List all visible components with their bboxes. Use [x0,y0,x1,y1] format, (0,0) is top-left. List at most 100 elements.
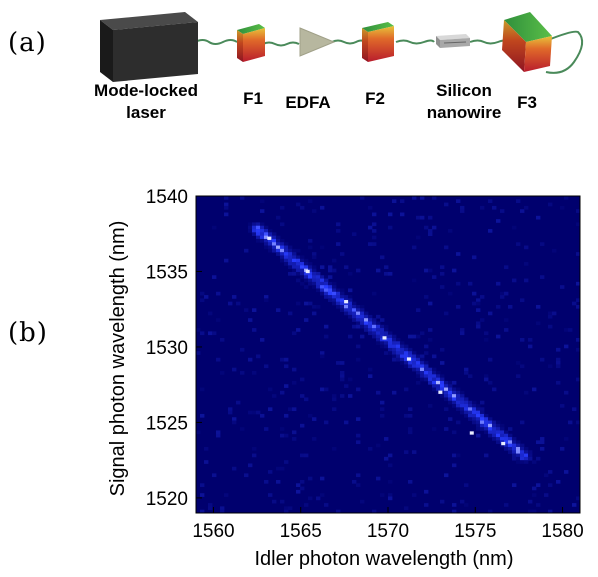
heatmap-cell [248,318,253,322]
heatmap-cell [264,295,269,299]
heatmap-cell [272,499,277,504]
heatmap-cell [284,255,289,260]
heatmap-cell [320,285,325,289]
heatmap-cell [384,351,389,355]
heatmap-cell [364,324,369,329]
heatmap-cell [348,298,353,303]
heatmap-cell [476,407,481,412]
heatmap-cell [312,278,317,283]
heatmap-cell [440,394,445,398]
heatmap-cell [496,437,501,441]
heatmap-cell [416,215,421,220]
heatmap-cell [300,271,305,276]
heatmap-cell [280,466,285,471]
heatmap-cell [272,232,277,237]
heatmap-cell [520,443,525,448]
heatmap-cell [432,371,437,375]
heatmap-cell [408,364,413,369]
heatmap-cell [412,334,417,339]
heatmap-cell [344,295,349,299]
heatmap-cell [348,308,353,312]
heatmap-cell [248,410,253,415]
y-tick-label: 1530 [146,338,188,359]
heatmap-cell [464,410,469,415]
heatmap-cell [316,281,321,286]
heatmap-cell [256,222,261,227]
heatmap-cell [440,384,445,388]
heatmap-peak-cell [406,357,411,361]
heatmap-cell [264,242,269,246]
heatmap-cell [456,199,461,203]
heatmap-cell [232,295,237,299]
heatmap-cell [352,324,357,329]
heatmap-cell [444,473,449,478]
heatmap-cell [472,301,477,306]
heatmap-cell [320,354,325,359]
heatmap-cell [376,321,381,326]
heatmap-cell [416,361,421,365]
heatmap-cell [416,380,421,385]
heatmap-cell [244,248,249,253]
heatmap-cell [520,420,525,425]
heatmap-cell [436,387,441,392]
heatmap-cell [328,295,333,299]
heatmap-cell [384,337,389,342]
heatmap-cell [428,328,433,332]
heatmap-cell [280,499,285,504]
heatmap-cell [224,196,229,200]
heatmap-cell [500,291,505,296]
heatmap-cell [252,229,257,233]
heatmap-cell [332,407,337,412]
heatmap-cell [336,298,341,303]
heatmap-cell [456,400,461,405]
heatmap-cell [480,407,485,412]
fiber-nanowire-f3 [469,39,507,45]
heatmap-cell [312,281,317,286]
heatmap-cell [436,390,441,395]
heatmap-cell [388,463,393,468]
heatmap-cell [292,407,297,412]
heatmap-cell [448,384,453,388]
panel-label-b: (b) [8,318,48,348]
heatmap-cell [372,318,377,322]
heatmap-cell [380,328,385,332]
heatmap-cell [500,295,505,299]
heatmap-cell [356,321,361,326]
heatmap-cell [292,367,297,372]
heatmap-cell [368,314,373,319]
heatmap-cell [476,301,481,306]
heatmap-cell [452,509,457,514]
heatmap-cell [284,242,289,246]
heatmap-cell [440,499,445,504]
heatmap-cell [368,446,373,451]
heatmap-cell [344,265,349,270]
heatmap-cell [288,258,293,263]
heatmap-cell [320,288,325,293]
heatmap-cell [252,453,257,458]
label-laser-line2: laser [126,103,166,122]
heatmap-cell [480,205,485,210]
heatmap-cell [332,281,337,286]
heatmap-cell [372,509,377,514]
heatmap-cell [428,229,433,233]
heatmap-cell [496,219,501,223]
heatmap-cell [340,298,345,303]
label-nanowire-line2: nanowire [426,103,502,122]
x-tick-label: 1565 [280,521,322,542]
heatmap-cell [412,354,417,359]
heatmap-cell [440,387,445,392]
heatmap-cell [440,265,445,270]
heatmap-cell [356,268,361,273]
heatmap-cell [460,397,465,402]
heatmap-cell [208,503,213,507]
heatmap-cell [324,285,329,289]
heatmap-cell [484,427,489,431]
heatmap-cell [452,268,457,273]
heatmap-cell [328,288,333,293]
heatmap-cell [392,351,397,355]
heatmap-cell [316,304,321,309]
heatmap-cell [376,337,381,342]
heatmap-cell [352,304,357,309]
heatmap-cell [200,493,205,497]
heatmap-cell [344,420,349,425]
